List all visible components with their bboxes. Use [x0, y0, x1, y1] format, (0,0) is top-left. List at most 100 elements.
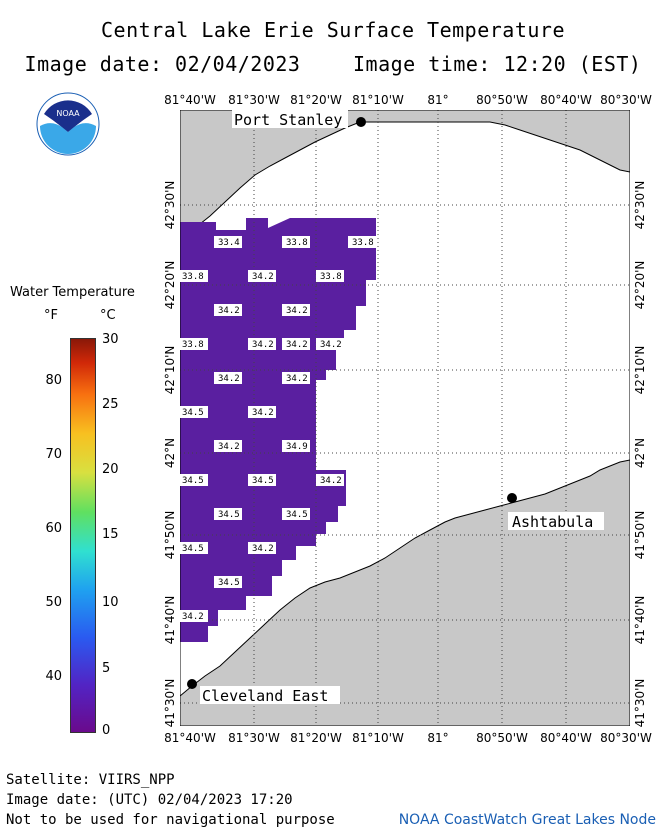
city-label: Ashtabula [512, 513, 593, 531]
f-tick: 80 [45, 373, 62, 388]
legend-unit-c: °C [100, 308, 116, 323]
temp-label: 34.5 [282, 508, 310, 520]
svg-text:34.2: 34.2 [218, 442, 240, 452]
svg-text:33.8: 33.8 [182, 272, 204, 282]
lon-label-bottom: 80°40'W [540, 731, 592, 745]
c-tick: 25 [102, 397, 119, 412]
temperature-field [180, 218, 376, 642]
temp-label: 34.2 [248, 542, 276, 554]
svg-text:34.2: 34.2 [252, 340, 274, 350]
north-shore-land [180, 110, 630, 235]
lat-label-right: 41°30'N [633, 678, 647, 728]
c-tick: 0 [102, 723, 111, 738]
image-datetime: Image date: 02/04/2023 Image time: 12:20… [0, 52, 666, 76]
svg-text:34.5: 34.5 [252, 476, 274, 486]
lat-label-right: 42°10'N [633, 345, 647, 395]
lat-label-left: 42°N [163, 437, 177, 469]
noaa-logo-icon: NOAA [36, 92, 100, 156]
temp-label: 34.5 [180, 474, 208, 486]
ashtabula-marker: Ashtabula [507, 493, 604, 531]
f-tick: 60 [45, 521, 62, 536]
utc-date: Image date: (UTC) 02/04/2023 17:20 [6, 792, 293, 808]
lon-label-bottom: 81°30'W [228, 731, 280, 745]
lat-label-right: 42°20'N [633, 260, 647, 310]
lat-label-right: 42°N [633, 437, 647, 469]
temp-label: 33.8 [180, 338, 208, 350]
lat-label-right: 41°50'N [633, 510, 647, 560]
svg-text:34.9: 34.9 [286, 442, 308, 452]
f-tick: 70 [45, 447, 62, 462]
svg-text:33.8: 33.8 [286, 238, 308, 248]
legend-unit-f: °F [44, 308, 58, 323]
svg-text:34.2: 34.2 [252, 544, 274, 554]
svg-text:34.2: 34.2 [320, 476, 342, 486]
c-tick: 15 [102, 527, 119, 542]
temp-label: 33.8 [316, 270, 344, 282]
city-label: Cleveland East [202, 687, 328, 705]
port-stanley-marker: Port Stanley [232, 110, 366, 129]
svg-text:34.5: 34.5 [286, 510, 308, 520]
c-tick: 30 [102, 332, 119, 347]
lat-label-left: 41°30'N [163, 678, 177, 728]
lon-label-top: 81°30'W [228, 93, 280, 107]
city-label: Port Stanley [234, 111, 342, 129]
lon-label-bottom: 81° [427, 731, 449, 745]
temp-label: 34.2 [282, 338, 310, 350]
lon-label-bottom: 81°40'W [164, 731, 216, 745]
svg-text:34.2: 34.2 [218, 374, 240, 384]
svg-text:34.2: 34.2 [286, 374, 308, 384]
temp-label: 33.4 [214, 236, 242, 248]
lat-label-left: 41°40'N [163, 595, 177, 645]
temp-label: 34.5 [214, 508, 242, 520]
temp-label: 34.2 [180, 610, 208, 622]
temp-label: 34.2 [214, 304, 242, 316]
lon-label-top: 81°20'W [290, 93, 342, 107]
svg-text:34.5: 34.5 [218, 578, 240, 588]
svg-text:33.4: 33.4 [218, 238, 240, 248]
temp-label: 34.2 [248, 338, 276, 350]
temp-label: 33.8 [180, 270, 208, 282]
lon-label-bottom: 81°20'W [290, 731, 342, 745]
image-date: Image date: 02/04/2023 [24, 52, 301, 76]
temp-label: 34.2 [248, 406, 276, 418]
map-title: Central Lake Erie Surface Temperature [100, 18, 566, 42]
lon-label-bottom: 80°50'W [476, 731, 528, 745]
temp-label: 34.5 [180, 406, 208, 418]
temp-label: 34.2 [214, 372, 242, 384]
svg-text:34.2: 34.2 [286, 306, 308, 316]
temp-label: 34.2 [316, 338, 344, 350]
disclaimer: Not to be used for navigational purpose [6, 812, 335, 828]
lon-label-top: 81°10'W [352, 93, 404, 107]
noaa-logo-text: NOAA [56, 109, 80, 118]
temperature-labels: 33.4 33.8 33.8 33.8 34.2 33.8 34.2 34.2 … [180, 236, 376, 622]
c-tick: 10 [102, 595, 119, 610]
svg-text:34.5: 34.5 [218, 510, 240, 520]
lat-label-left: 42°30'N [163, 180, 177, 230]
lon-label-top: 80°30'W [600, 93, 652, 107]
temp-label: 34.2 [282, 304, 310, 316]
image-time: Image time: 12:20 (EST) [353, 52, 642, 76]
lat-label-left: 42°20'N [163, 260, 177, 310]
lon-label-top: 81° [427, 93, 449, 107]
svg-text:34.2: 34.2 [218, 306, 240, 316]
c-tick: 20 [102, 462, 119, 477]
svg-text:34.2: 34.2 [286, 340, 308, 350]
temperature-colorbar [70, 338, 96, 733]
temp-label: 34.2 [248, 270, 276, 282]
svg-text:34.2: 34.2 [320, 340, 342, 350]
credit-link[interactable]: NOAA CoastWatch Great Lakes Node [398, 812, 656, 828]
lon-label-bottom: 81°10'W [352, 731, 404, 745]
lat-label-left: 41°50'N [163, 510, 177, 560]
temp-label: 34.5 [248, 474, 276, 486]
svg-text:34.5: 34.5 [182, 476, 204, 486]
legend-title: Water Temperature [10, 285, 135, 300]
svg-text:33.8: 33.8 [320, 272, 342, 282]
temp-label: 34.2 [214, 440, 242, 452]
f-tick: 50 [45, 595, 62, 610]
lon-label-top: 80°50'W [476, 93, 528, 107]
svg-text:33.8: 33.8 [352, 238, 374, 248]
c-tick: 5 [102, 661, 111, 676]
lon-label-bottom: 80°30'W [600, 731, 652, 745]
svg-text:34.2: 34.2 [252, 272, 274, 282]
temp-label: 34.2 [316, 474, 344, 486]
